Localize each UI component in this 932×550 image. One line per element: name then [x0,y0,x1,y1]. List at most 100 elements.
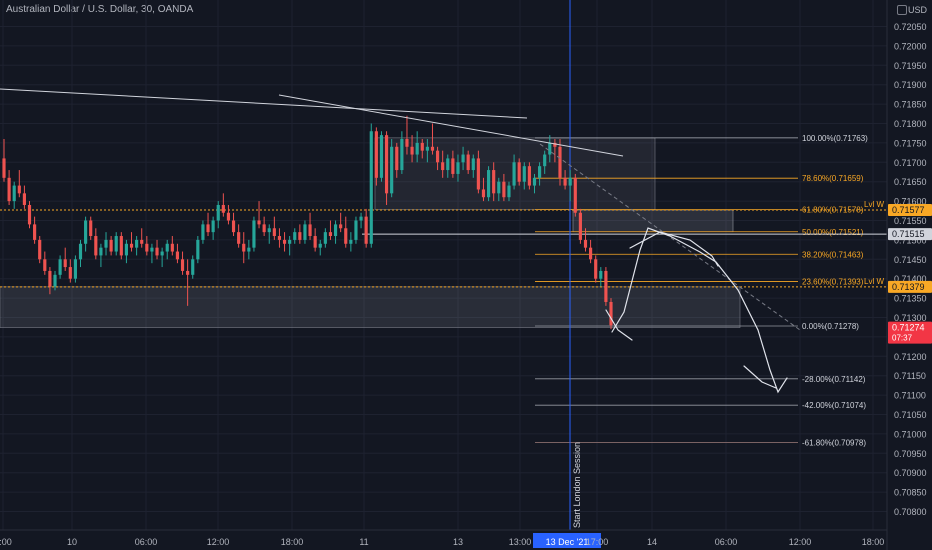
candle-body [548,142,552,155]
candle-body [583,239,588,248]
price-tag-text: 0.71274 [892,323,925,333]
candle-body [288,239,292,244]
candle-body [53,274,57,287]
candle-body [486,170,491,198]
candle-body [481,189,486,198]
currency-label[interactable]: USD [908,5,928,15]
candle-body [17,185,21,194]
price-tag-bg [888,280,932,293]
time-tick: 12:00 [207,537,230,547]
candle-body [339,224,343,229]
candle-body [425,146,429,151]
fib-label: 78.60%(0.71659) [802,174,864,183]
price-tick: 0.70800 [894,507,927,517]
candle-body [364,216,368,244]
chart-title: Australian Dollar / U.S. Dollar, 30, OAN… [6,4,194,15]
candle-body [308,224,312,237]
price-tick: 0.71050 [894,410,927,420]
candle-body [58,259,62,275]
candle-body [160,251,164,256]
price-axis[interactable]: 0.72050 0.72000 0.71950 0.71900 0.71850 0.718… [886,0,927,550]
candle-body [150,247,154,252]
candle-body [374,131,378,178]
key-levels[interactable]: Lvl W Lvl W Start London Session [0,0,887,530]
candle-body [390,146,394,194]
candle-body [140,239,144,244]
candle-body [73,259,77,279]
candle-body [282,239,287,244]
candle-body [430,146,435,151]
time-axis[interactable]: 2:00 10 06:00 12:00 18:00 11 13 13:00 13 Dec '21… [0,529,887,548]
fib-label: 23.60%(0.71393) [802,277,864,286]
price-tag-text: 0.71515 [892,229,925,239]
candle-body [369,131,373,244]
drawings[interactable] [0,88,801,394]
candle-body [532,177,537,186]
candle-body [476,158,480,190]
candle-body [104,239,108,248]
candle-body [277,236,282,240]
candle-body [303,224,307,240]
price-tick: 0.71150 [894,371,926,381]
candle-body [563,177,567,186]
fib-label: 50.00%(0.71521) [802,228,864,237]
candle-body [492,170,496,194]
trendline [0,88,528,119]
candle-body [410,146,414,155]
price-tag-countdown: 07:37 [892,334,913,343]
candle-body [527,166,531,186]
demand-zone [0,286,741,328]
candle-body [2,158,6,178]
fib-label: 38.20%(0.71463) [802,250,864,259]
candle-body [435,150,440,163]
candle-body [89,220,93,237]
candle-body [12,185,16,202]
grid [0,0,887,530]
candle-body [451,158,455,174]
candle-body [63,259,67,268]
candle-body [379,135,384,178]
candle-body [129,243,134,248]
candle-body [538,166,542,178]
candle-body [201,224,205,240]
candle-body [109,239,113,252]
key-level-label: Lvl W [864,200,884,209]
price-tag-text: 0.71379 [892,282,925,292]
candle-body [395,146,399,171]
freehand-sketch [605,227,788,394]
candle-body [599,270,603,279]
fib-label: -28.00%(0.71142) [802,375,866,384]
price-tick: 0.70950 [894,449,927,459]
candle-body [180,259,185,271]
candle-body [262,224,266,233]
candle-body [43,259,47,271]
candle-body [471,158,475,171]
candle-body [257,220,261,225]
candle-body [359,216,363,221]
settings-icon[interactable] [897,5,907,15]
time-tick: 06:00 [715,537,738,547]
candle-body [344,228,348,244]
price-tick: 0.72050 [894,22,927,32]
price-tick: 0.71900 [894,80,927,90]
time-tick: 13 Dec '21 [546,537,589,547]
price-tick: 0.71300 [894,313,927,323]
candle-body [175,251,180,260]
candle-body [48,270,52,287]
candle-body [420,142,424,151]
candle-body [405,139,409,147]
candle-body [349,239,353,244]
projection-line [539,143,801,331]
candle-body [272,228,276,237]
time-tick: 18:00 [281,537,304,547]
candle-body [446,158,450,171]
candle-body [609,301,613,326]
price-tick: 0.71350 [894,294,927,304]
candle-body [170,243,174,252]
candle-body [226,212,231,221]
candle-body [441,162,445,171]
fib-label: 100.00%(0.71763) [802,134,868,143]
candle-body [568,177,572,186]
